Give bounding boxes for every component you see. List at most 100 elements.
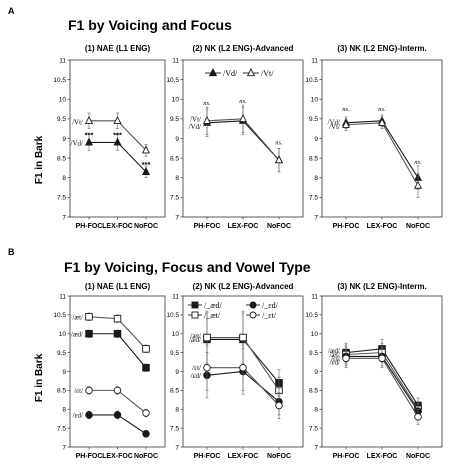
data-point — [84, 115, 94, 124]
legend-label: /_ɛt/ — [262, 311, 277, 320]
annotation: ns. — [203, 100, 211, 107]
y-tick-label: 7 — [175, 444, 179, 451]
data-point — [142, 345, 150, 353]
legend: /Vd/ /Vt/ — [205, 68, 274, 78]
annotation: /æt/ — [190, 332, 201, 340]
y-tick-label: 8 — [62, 175, 66, 182]
series-line — [345, 122, 419, 186]
y-tick-label: 10.5 — [53, 77, 66, 84]
data-point — [141, 145, 151, 154]
annotation: /æd/ — [328, 347, 340, 355]
y-tick-label: 9 — [62, 136, 66, 143]
annotation: /Vt/ — [329, 123, 340, 131]
y-tick-label: 11 — [59, 293, 66, 300]
y-tick-label: 9.5 — [57, 350, 66, 357]
charts: (1) NAE (L1 ENG) 7 7.5 8 8.5 9 9.5 10 10.5 11 PH-F… — [53, 44, 443, 460]
chart-b2: (2) NK (L2 ENG)-Advanced 7 7.5 8 8.5 9 9.5 10 10… — [166, 282, 304, 460]
legend-marker — [191, 301, 199, 309]
annotation: ns. — [378, 106, 386, 113]
data-point — [341, 119, 351, 128]
annotation: /ɛt/ — [192, 364, 201, 372]
y-tick-label: 10 — [172, 331, 180, 338]
y-tick-label: 11 — [172, 57, 179, 64]
legend-marker — [191, 311, 199, 319]
panel-b-ylabel: F1 in Bark — [34, 353, 45, 402]
x-tick-label: PH-FOC — [333, 223, 360, 230]
y-tick-label: 11 — [311, 293, 318, 300]
data-point — [84, 137, 94, 146]
y-tick-label: 8.5 — [170, 155, 179, 162]
y-tick-label: 7.5 — [309, 195, 318, 202]
x-tick-label: LEX-FOC — [228, 223, 259, 230]
y-tick-label: 11 — [172, 293, 179, 300]
plot-frame — [321, 295, 443, 448]
x-tick-label: LEX-FOC — [228, 453, 259, 460]
subplot-title: (3) NK (L2 ENG)-Interm. — [337, 44, 426, 53]
y-tick-label: 8.5 — [309, 155, 318, 162]
data-point — [85, 386, 93, 395]
y-tick-label: 10.5 — [166, 77, 179, 84]
y-tick-label: 7.5 — [57, 195, 66, 202]
series-3 — [203, 344, 283, 419]
y-tick-label: 7 — [62, 214, 66, 221]
y-tick-label: 7 — [62, 444, 66, 451]
chart-a2: (2) NK (L2 ENG)-Advanced 7 7.5 8 8.5 9 9.5 10 10… — [166, 44, 304, 230]
y-tick-label: 10.5 — [305, 77, 318, 84]
y-tick-label: 9 — [175, 369, 179, 376]
subplot-title: (2) NK (L2 ENG)-Advanced — [193, 282, 294, 291]
legend-label: /_ɛd/ — [262, 301, 279, 310]
y-tick-label: 9 — [314, 136, 318, 143]
data-point — [202, 115, 212, 124]
data-point — [142, 363, 150, 372]
y-tick-label: 9.5 — [309, 350, 318, 357]
y-tick-label: 9.5 — [170, 116, 179, 123]
subplot-title: (2) NK (L2 ENG)-Advanced — [193, 44, 294, 53]
y-tick-label: 10 — [311, 331, 319, 338]
data-point — [203, 333, 211, 342]
data-point — [85, 313, 93, 321]
x-tick-label: NoFOC — [267, 453, 291, 460]
y-tick-label: 11 — [311, 57, 318, 64]
y-tick-label: 8 — [314, 407, 318, 414]
subplot-title: (1) NAE (L1 ENG) — [85, 44, 151, 53]
y-tick-label: 7 — [175, 214, 179, 221]
y-tick-label: 9.5 — [57, 116, 66, 123]
annotation: /ɛd/ — [73, 411, 83, 419]
y-tick-label: 8 — [175, 407, 179, 414]
annotation: /æt/ — [329, 351, 340, 359]
annotation: /æt/ — [72, 313, 83, 321]
data-point — [203, 363, 211, 372]
panel-b-title: F1 by Voicing, Focus and Vowel Type — [64, 259, 311, 275]
data-point — [142, 409, 150, 417]
data-point — [378, 354, 386, 363]
panel-letter-a: A — [8, 6, 15, 16]
annotation: /ɛd/ — [330, 359, 340, 367]
data-point — [85, 411, 93, 419]
data-point — [414, 413, 422, 421]
legend-marker — [249, 301, 257, 309]
y-tick-label: 8.5 — [170, 388, 179, 395]
data-point — [239, 363, 247, 372]
annotation: /ɛt/ — [74, 387, 83, 395]
legend-marker — [246, 68, 256, 77]
series-2 — [85, 410, 150, 438]
x-tick-label: NoFOC — [267, 223, 291, 230]
y-tick-label: 9 — [62, 369, 66, 376]
data-point — [342, 354, 350, 363]
series-1 — [84, 112, 151, 157]
x-tick-label: PH-FOC — [194, 453, 221, 460]
y-tick-label: 8.5 — [309, 388, 318, 395]
y-tick-label: 10 — [59, 331, 67, 338]
panel-a-title: F1 by Voicing and Focus — [68, 17, 232, 33]
x-tick-label: LEX-FOC — [102, 223, 133, 230]
annotation: /Vd/ — [328, 119, 341, 127]
data-point — [113, 330, 122, 338]
y-tick-label: 10.5 — [305, 312, 318, 319]
panel-a-ylabel: F1 in Bark — [34, 135, 45, 184]
y-tick-label: 8.5 — [57, 155, 66, 162]
legend-label: /_æt/ — [204, 311, 221, 320]
data-point — [274, 155, 284, 164]
plot-frame — [182, 59, 304, 218]
data-point — [141, 166, 151, 175]
subplot-title: (3) NK (L2 ENG)-Interm. — [337, 282, 426, 291]
